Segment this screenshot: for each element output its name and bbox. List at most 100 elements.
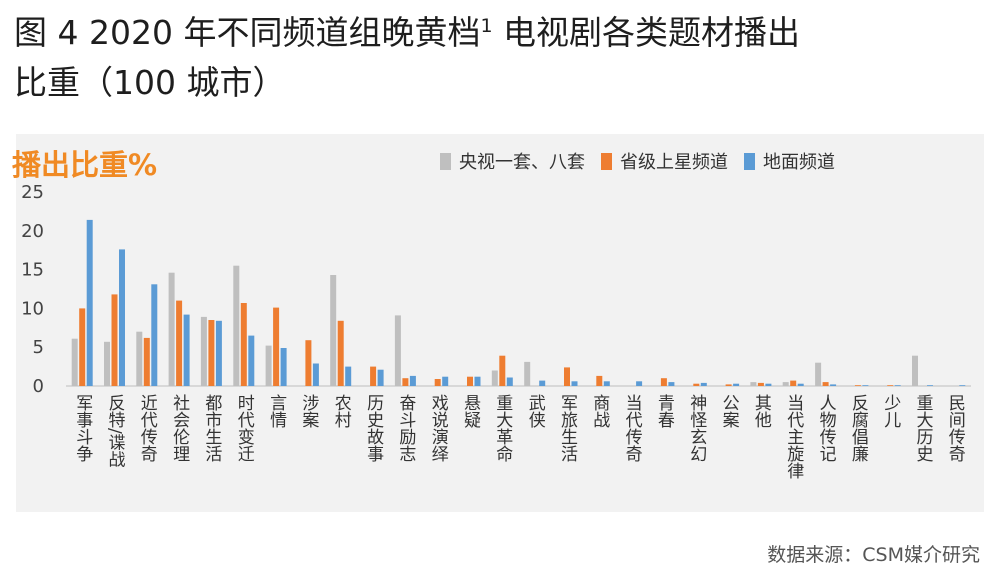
bar <box>765 383 772 386</box>
bar <box>912 355 918 386</box>
y-tick-label: 15 <box>21 260 44 281</box>
bar <box>168 272 175 386</box>
bar <box>119 249 125 386</box>
bar <box>208 320 215 386</box>
legend-label-cctv: 央视一套、八套 <box>459 152 585 173</box>
bar <box>151 284 158 386</box>
figure-title-line1-end: 电视剧各类题材播出 <box>492 13 801 52</box>
x-tick-label: 农村 <box>331 394 352 428</box>
bar <box>200 316 207 386</box>
bar <box>571 381 578 386</box>
bar <box>330 275 337 386</box>
bar <box>668 382 675 386</box>
legend-item-cctv: 央视一套、八套 <box>440 148 585 174</box>
bar <box>370 366 377 386</box>
x-tick-label: 近代传奇 <box>137 394 158 462</box>
bar <box>273 307 280 386</box>
y-tick-label: 20 <box>21 221 44 242</box>
bar <box>757 382 764 386</box>
legend-swatch-provincial <box>601 152 612 170</box>
bar <box>305 340 312 386</box>
bar <box>143 337 150 386</box>
bar <box>725 384 732 386</box>
x-tick-label: 奋斗励志 <box>395 394 416 462</box>
x-tick-label: 武侠 <box>525 394 546 428</box>
figure-title: 图 4 2020 年不同频道组晚黄档1 电视剧各类题材播出 比重（100 城市） <box>14 8 989 108</box>
bar <box>506 377 513 386</box>
footnote-marker: 1 <box>480 15 493 37</box>
bar <box>750 382 757 386</box>
x-tick-label: 商战 <box>589 394 609 429</box>
legend-item-terrestrial: 地面频道 <box>744 148 835 174</box>
bar <box>215 320 222 386</box>
bar <box>79 308 86 386</box>
bar <box>499 355 506 386</box>
x-tick-label: 重大革命 <box>492 394 513 462</box>
y-tick-label: 10 <box>21 298 44 319</box>
x-tick-label: 悬疑 <box>460 394 481 428</box>
bar <box>564 367 570 386</box>
bar <box>700 382 707 386</box>
bar <box>176 300 183 386</box>
legend-label-terrestrial: 地面频道 <box>763 152 835 173</box>
bar <box>894 385 901 386</box>
bar <box>474 376 481 386</box>
bar <box>782 382 789 386</box>
x-tick-label: 涉案 <box>298 394 319 428</box>
bar <box>402 378 409 386</box>
bar <box>660 378 667 386</box>
x-tick-label: 反腐倡廉 <box>848 394 869 462</box>
y-tick-label: 25 <box>21 182 44 203</box>
x-tick-label: 神怪玄幻 <box>686 394 707 462</box>
chart-title: 播出比重% <box>12 148 158 182</box>
legend-item-provincial: 省级上星频道 <box>601 148 728 174</box>
x-tick-label: 其他 <box>751 394 772 428</box>
chart-legend: 央视一套、八套 省级上星频道 地面频道 <box>440 148 835 174</box>
bar <box>248 335 255 386</box>
bar <box>693 383 700 386</box>
bar <box>394 315 401 386</box>
x-tick-label: 反特/谍战 <box>105 394 126 469</box>
bar <box>111 294 118 386</box>
bar <box>467 376 473 386</box>
bar <box>377 369 384 386</box>
bar <box>345 366 352 386</box>
bar <box>136 331 143 386</box>
bar <box>434 379 441 386</box>
bar-chart: 0 5 10 15 20 25 军事斗争 反特/谍战 近代传奇 社会伦理 都市生活 时代变迁 言情 涉案农… <box>21 182 971 479</box>
x-tick-label: 时代变迁 <box>234 394 255 462</box>
bar <box>815 362 822 386</box>
x-tick-label: 青春 <box>654 394 675 428</box>
bar <box>71 338 78 386</box>
x-tick-label: 军旅生活 <box>557 394 578 462</box>
x-tick-label: 都市生活 <box>201 394 222 462</box>
bar <box>539 380 546 386</box>
x-tick-label: 戏说演绎 <box>428 394 449 462</box>
bar <box>636 381 643 386</box>
bar <box>927 385 933 386</box>
y-tick-label: 0 <box>33 376 44 397</box>
bar <box>733 383 740 386</box>
bar <box>830 384 837 386</box>
bar <box>86 219 93 386</box>
bar <box>409 375 416 386</box>
figure-title-line2: 比重（100 城市） <box>14 63 286 102</box>
bar <box>183 314 190 386</box>
bar <box>240 303 247 386</box>
bar <box>854 385 861 386</box>
bar <box>887 385 894 386</box>
x-tick-label: 重大历史 <box>913 394 934 463</box>
x-tick-label: 民间传奇 <box>945 394 966 462</box>
x-tick-label: 军事斗争 <box>72 394 93 463</box>
bar <box>603 381 610 386</box>
legend-label-provincial: 省级上星频道 <box>620 152 728 173</box>
legend-swatch-terrestrial <box>744 152 755 170</box>
bar <box>491 370 498 386</box>
x-tick-label: 当代主旋律 <box>783 394 804 479</box>
x-tick-label: 公案 <box>719 394 740 428</box>
bar <box>790 380 797 386</box>
bar <box>959 385 966 386</box>
bar <box>524 361 531 386</box>
bar <box>312 363 319 386</box>
x-tick-label: 当代传奇 <box>622 394 643 462</box>
